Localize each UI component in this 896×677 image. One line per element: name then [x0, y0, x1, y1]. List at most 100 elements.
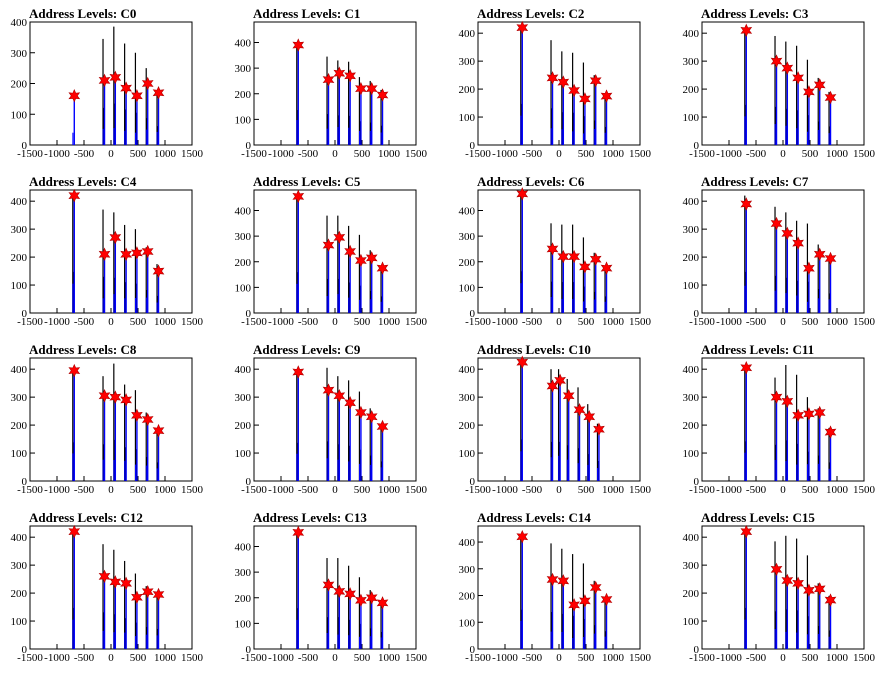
x-tick-label: -1500: [689, 484, 715, 496]
panel-14: Address Levels: C14 0 100 200 300 400 -1500 -10…: [459, 510, 652, 664]
panel-8: Address Levels: C8 0 100 200 300 400 -1500 -100…: [11, 342, 204, 496]
y-tick-label: 400: [683, 532, 700, 544]
y-tick-label: 200: [235, 89, 252, 101]
y-tick-label: 300: [459, 231, 476, 243]
x-tick-label: 1500: [853, 652, 876, 664]
x-tick-label: -500: [74, 316, 95, 328]
x-tick-label: 1000: [826, 484, 849, 496]
star-marker: [322, 383, 335, 397]
star-marker: [292, 38, 305, 52]
x-tick-label: -1000: [492, 148, 518, 160]
y-tick-label: 0: [22, 140, 28, 152]
panel-13: Address Levels: C13 0 100 200 300 400 -1500 -10…: [235, 510, 428, 664]
y-tick-label: 0: [470, 308, 476, 320]
plot-frame: [29, 21, 193, 146]
star-marker: [333, 230, 346, 245]
x-tick-label: 500: [802, 484, 819, 496]
y-tick-label: 300: [11, 48, 28, 60]
panel-10: Address Levels: C10 0 100 200 300 400 -1500 -10…: [459, 342, 652, 496]
x-tick-label: -1500: [17, 484, 43, 496]
star-marker: [568, 249, 580, 264]
y-tick-label: 0: [246, 644, 252, 656]
star-marker: [355, 405, 367, 420]
x-tick-label: 1500: [629, 316, 652, 328]
x-tick-label: 0: [332, 316, 338, 328]
y-tick-label: 300: [235, 63, 252, 75]
panel-1: Address Levels: C1 0 100 200 300 400 -1500 -100…: [235, 6, 428, 160]
star-marker: [803, 85, 815, 99]
star-marker: [120, 247, 132, 262]
star-marker: [803, 583, 815, 598]
panel-11: Address Levels: C11 0 100 200 300 400 -1500 -10…: [683, 342, 876, 496]
star-marker: [376, 596, 389, 610]
y-tick-label: 100: [235, 448, 252, 460]
y-tick-label: 400: [11, 532, 28, 544]
star-marker: [355, 593, 367, 608]
x-tick-label: -500: [522, 652, 543, 664]
star-marker: [141, 584, 154, 599]
x-tick-label: 0: [780, 316, 786, 328]
y-tick-label: 100: [235, 114, 252, 126]
x-tick-label: -1500: [689, 148, 715, 160]
x-tick-label: 1500: [629, 652, 652, 664]
panel-title: Address Levels: C12: [29, 510, 143, 525]
x-tick-label: 500: [354, 148, 371, 160]
star-marker: [557, 574, 570, 588]
x-tick-label: -1000: [44, 484, 70, 496]
y-tick-label: 400: [459, 28, 476, 40]
x-tick-label: 500: [130, 652, 147, 664]
star-marker: [781, 61, 794, 75]
x-tick-label: -1500: [17, 148, 43, 160]
star-marker: [109, 70, 122, 85]
x-tick-label: 1000: [378, 148, 401, 160]
y-tick-label: 0: [470, 644, 476, 656]
y-tick-label: 100: [459, 448, 476, 460]
panel-6: Address Levels: C6 0 100 200 300 400 -1500 -100…: [459, 174, 652, 328]
x-tick-label: -500: [522, 148, 543, 160]
y-tick-label: 300: [683, 56, 700, 68]
star-marker: [376, 419, 389, 434]
plot-frame: [29, 525, 193, 650]
y-tick-label: 400: [683, 196, 700, 208]
star-marker: [131, 89, 143, 103]
x-tick-label: 1000: [602, 316, 625, 328]
star-marker: [824, 90, 837, 105]
star-marker: [813, 405, 826, 420]
y-tick-label: 0: [694, 644, 700, 656]
x-tick-label: 0: [780, 148, 786, 160]
panel-4: Address Levels: C4 0 100 200 300 400 -1500 -100…: [11, 174, 204, 328]
plot-frame: [29, 189, 193, 314]
panel-title: Address Levels: C15: [701, 510, 815, 525]
y-tick-label: 200: [683, 420, 700, 432]
x-tick-label: -1000: [44, 148, 70, 160]
x-tick-label: -1500: [689, 316, 715, 328]
panel-title: Address Levels: C2: [477, 6, 584, 21]
x-tick-label: -1000: [44, 316, 70, 328]
y-tick-label: 400: [235, 364, 252, 376]
y-tick-label: 200: [11, 588, 28, 600]
star-marker: [803, 261, 815, 276]
x-tick-label: 0: [332, 484, 338, 496]
star-marker: [546, 71, 559, 85]
star-marker: [589, 252, 602, 266]
y-tick-label: 400: [11, 196, 28, 208]
panel-title: Address Levels: C7: [701, 174, 809, 189]
x-tick-label: -1500: [689, 652, 715, 664]
star-marker: [600, 89, 613, 103]
star-marker: [120, 393, 132, 407]
y-tick-label: 400: [235, 542, 252, 554]
star-marker: [824, 593, 837, 607]
y-tick-label: 400: [459, 364, 476, 376]
x-tick-label: 0: [780, 652, 786, 664]
star-marker: [546, 242, 559, 256]
y-tick-label: 200: [11, 420, 28, 432]
x-tick-label: 1500: [853, 148, 876, 160]
y-tick-label: 400: [683, 364, 700, 376]
x-tick-label: 0: [556, 484, 562, 496]
star-marker: [516, 355, 529, 369]
star-marker: [781, 226, 794, 241]
star-marker: [98, 73, 111, 88]
y-tick-label: 200: [459, 420, 476, 432]
y-tick-label: 100: [235, 282, 252, 294]
